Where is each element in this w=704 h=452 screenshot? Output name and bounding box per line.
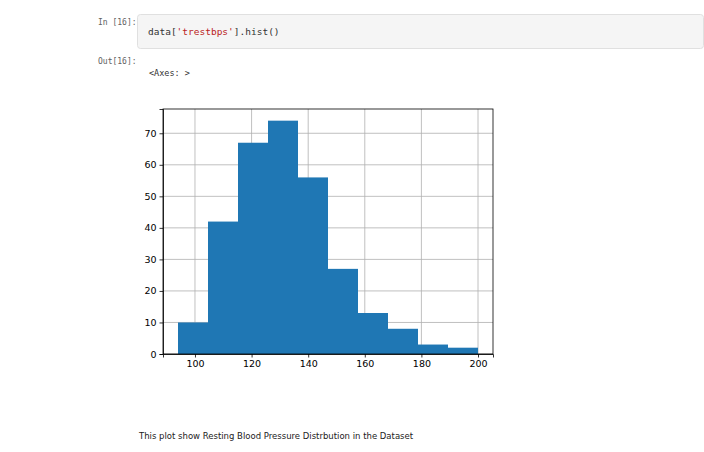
output-prompt: Out[16]:: [98, 57, 137, 66]
tick-mark: [478, 354, 479, 358]
tick-mark: [160, 196, 164, 197]
tick: 50: [144, 191, 163, 202]
tick: 200: [469, 354, 487, 369]
plot-frame: [163, 109, 493, 354]
grid-line-x: [421, 109, 422, 354]
tick-mark: [160, 354, 164, 355]
grid-line-y: [163, 133, 493, 134]
code: data['trestbps'].hist(): [148, 26, 280, 37]
code-cell: [138, 15, 704, 49]
histogram-bar: [388, 329, 418, 354]
tick: 120: [243, 354, 261, 369]
tick-label: 140: [300, 358, 318, 369]
tick: 0: [150, 349, 163, 360]
tick: 60: [144, 159, 163, 170]
tick-label: 100: [186, 358, 204, 369]
grid-line-x: [194, 109, 195, 354]
tick: 70: [144, 128, 163, 139]
histogram-bar: [298, 177, 328, 354]
tick: 100: [186, 354, 204, 369]
bars: [178, 121, 478, 354]
tick: 40: [144, 222, 163, 233]
code-token: 'trestbps': [177, 26, 234, 37]
tick-mark: [160, 322, 164, 323]
tick: 10: [144, 317, 163, 328]
code-token: ].hist(): [234, 26, 280, 37]
tick: 30: [144, 254, 163, 265]
tick-mark: [160, 228, 164, 229]
tick-label: 20: [144, 285, 156, 296]
tick-label: 120: [243, 358, 261, 369]
code-token: data[: [148, 26, 177, 37]
grid-line-y: [163, 164, 493, 165]
tick-label: 50: [144, 191, 156, 202]
histogram-bar: [328, 269, 358, 354]
histogram-bar: [238, 143, 268, 354]
histogram-bar: [418, 345, 448, 354]
output-repr: <Axes: >: [149, 68, 190, 78]
tick-label: 180: [413, 358, 431, 369]
tick-mark: [365, 354, 366, 358]
tick: 180: [413, 354, 431, 369]
axis-line: [160, 110, 164, 355]
input-prompt: In [16]:: [98, 18, 137, 27]
tick-mark: [160, 165, 164, 166]
tick-label: 10: [144, 317, 156, 328]
tick-label: 200: [469, 358, 487, 369]
tick-label: 30: [144, 254, 156, 265]
tick-mark: [160, 259, 164, 260]
histogram-bar: [268, 121, 298, 354]
tick-mark: [195, 354, 196, 358]
tick-mark: [421, 354, 422, 358]
axis-line: [164, 355, 494, 358]
tick: 160: [356, 354, 374, 369]
tick-label: 60: [144, 159, 156, 170]
histogram-bar: [208, 222, 238, 354]
tick-label: 70: [144, 128, 156, 139]
histogram-bar: [448, 348, 478, 354]
page: In [16]: data['trestbps'].hist() Out[16]: <…: [0, 0, 704, 452]
histogram-bar: [358, 313, 388, 354]
histogram-bar: [178, 322, 208, 354]
tick-mark: [160, 133, 164, 134]
caption: This plot show Resting Blood Pressure Di…: [138, 431, 414, 441]
y-axis: 0 10 20 30 40 50 60 70: [144, 110, 163, 360]
tick-mark: [160, 291, 164, 292]
tick-label: 160: [356, 358, 374, 369]
tick: 20: [144, 285, 163, 296]
tick-label: 0: [150, 349, 156, 360]
tick-mark: [252, 354, 253, 358]
grid: [163, 109, 493, 354]
tick-label: 40: [144, 222, 156, 233]
grid-line-x: [478, 109, 479, 354]
tick-mark: [308, 354, 309, 358]
x-axis: 100 120 140 160 180 200: [164, 354, 494, 369]
tick: 140: [300, 354, 318, 369]
